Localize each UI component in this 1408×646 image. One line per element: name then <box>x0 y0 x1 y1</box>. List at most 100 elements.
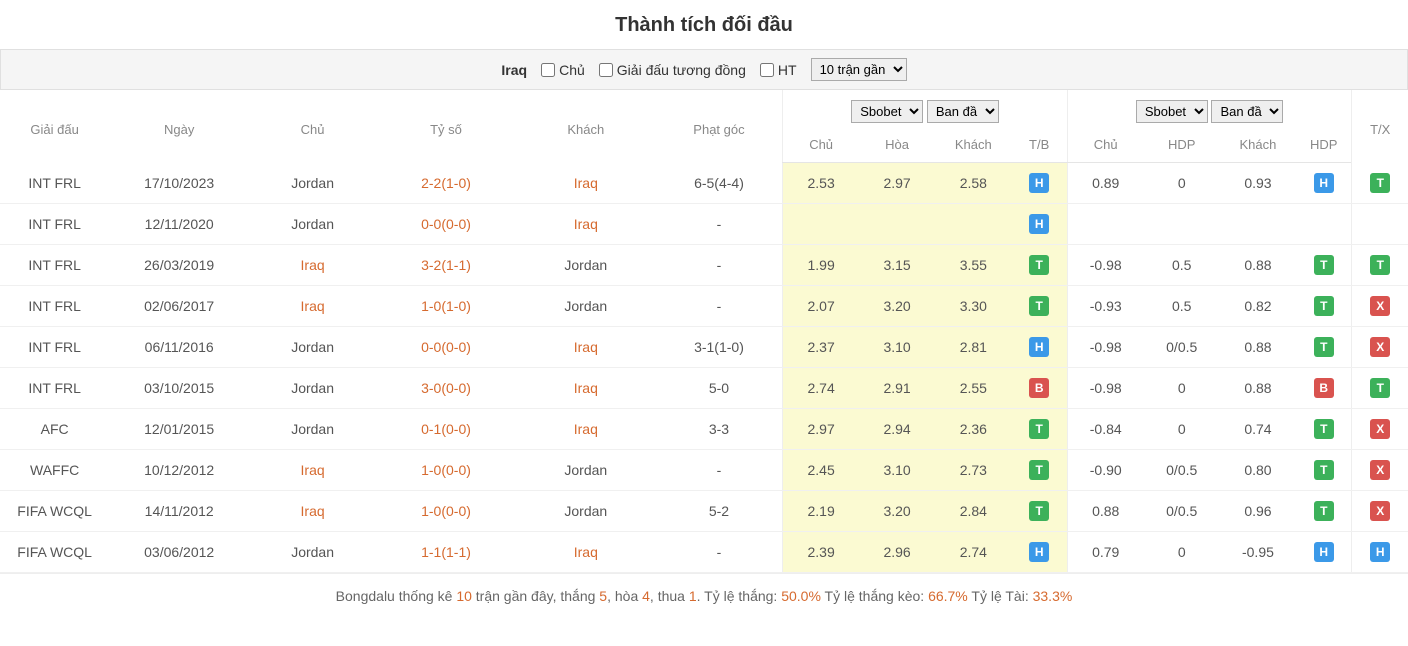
cell-tx: X <box>1352 286 1408 327</box>
table-head: Giải đấu Ngày Chủ Tỷ số Khách Phạt góc S… <box>0 90 1408 163</box>
filter-bar: Iraq Chủ Giải đấu tương đồng HT 10 trận … <box>0 49 1408 90</box>
cell-o2r: T <box>1296 491 1352 532</box>
filter-ht[interactable]: HT <box>760 62 797 78</box>
cell-away[interactable]: Iraq <box>516 163 656 204</box>
cell-score[interactable]: 1-0(1-0) <box>376 286 516 327</box>
checkbox-chu[interactable] <box>541 63 555 77</box>
cell-away[interactable]: Jordan <box>516 450 656 491</box>
cell-league: FIFA WCQL <box>0 532 109 573</box>
badge-T: T <box>1370 378 1390 398</box>
badge-H: H <box>1029 542 1049 562</box>
checkbox-ht[interactable] <box>760 63 774 77</box>
cell-home[interactable]: Iraq <box>249 245 376 286</box>
cell-home[interactable]: Iraq <box>249 491 376 532</box>
table-row: AFC12/01/2015Jordan0-1(0-0)Iraq3-32.972.… <box>0 409 1408 450</box>
cell-home[interactable]: Jordan <box>249 409 376 450</box>
cell-home[interactable]: Jordan <box>249 368 376 409</box>
stat-winpct: 50.0% <box>781 588 821 604</box>
market1-select[interactable]: Ban đầ <box>927 100 999 123</box>
cell-o2h: -0.93 <box>1067 286 1143 327</box>
filter-chu[interactable]: Chủ <box>541 62 585 78</box>
checkbox-giai[interactable] <box>599 63 613 77</box>
cell-score[interactable]: 2-2(1-0) <box>376 163 516 204</box>
cell-league: INT FRL <box>0 368 109 409</box>
cell-away[interactable]: Iraq <box>516 532 656 573</box>
cell-away[interactable]: Iraq <box>516 368 656 409</box>
badge-T: T <box>1029 460 1049 480</box>
cell-o2r: B <box>1296 368 1352 409</box>
cell-o2a: 0.88 <box>1220 245 1296 286</box>
badge-H: H <box>1029 337 1049 357</box>
cell-o1a: 3.55 <box>935 245 1011 286</box>
cell-away[interactable]: Iraq <box>516 204 656 245</box>
cell-tx: X <box>1352 491 1408 532</box>
cell-score[interactable]: 0-0(0-0) <box>376 204 516 245</box>
cell-home[interactable]: Iraq <box>249 286 376 327</box>
badge-H: H <box>1029 173 1049 193</box>
cell-date: 26/03/2019 <box>109 245 249 286</box>
cell-tx: T <box>1352 245 1408 286</box>
cell-o1d: 3.10 <box>859 327 935 368</box>
cell-o2hdp: 0 <box>1144 163 1220 204</box>
cell-o2hdp <box>1144 204 1220 245</box>
cell-home[interactable]: Jordan <box>249 163 376 204</box>
filter-giai-label: Giải đấu tương đồng <box>617 62 746 78</box>
cell-score[interactable]: 1-1(1-1) <box>376 532 516 573</box>
cell-away[interactable]: Jordan <box>516 286 656 327</box>
cell-league: INT FRL <box>0 245 109 286</box>
cell-o2h: -0.84 <box>1067 409 1143 450</box>
cell-o2r <box>1296 204 1352 245</box>
cell-o1d: 3.20 <box>859 286 935 327</box>
cell-o2hdp: 0/0.5 <box>1144 491 1220 532</box>
bookmaker2-select[interactable]: Sbobet <box>1136 100 1208 123</box>
cell-away[interactable]: Iraq <box>516 327 656 368</box>
badge-B: B <box>1314 378 1334 398</box>
badge-T: T <box>1314 460 1334 480</box>
table-body: INT FRL17/10/2023Jordan2-2(1-0)Iraq6-5(4… <box>0 163 1408 573</box>
cell-o2hdp: 0/0.5 <box>1144 327 1220 368</box>
cell-o1a: 2.58 <box>935 163 1011 204</box>
cell-score[interactable]: 3-0(0-0) <box>376 368 516 409</box>
badge-B: B <box>1029 378 1049 398</box>
cell-o2a: 0.74 <box>1220 409 1296 450</box>
cell-away[interactable]: Jordan <box>516 245 656 286</box>
stat-loss: 1 <box>689 588 697 604</box>
cell-corner: 5-2 <box>656 491 783 532</box>
cell-score[interactable]: 0-1(0-0) <box>376 409 516 450</box>
cell-away[interactable]: Jordan <box>516 491 656 532</box>
cell-o1h: 2.37 <box>783 327 859 368</box>
cell-date: 14/11/2012 <box>109 491 249 532</box>
cell-corner: - <box>656 450 783 491</box>
cell-corner: - <box>656 286 783 327</box>
cell-home[interactable]: Iraq <box>249 450 376 491</box>
badge-T: T <box>1314 337 1334 357</box>
cell-score[interactable]: 0-0(0-0) <box>376 327 516 368</box>
cell-o2r: T <box>1296 450 1352 491</box>
cell-score[interactable]: 3-2(1-1) <box>376 245 516 286</box>
bookmaker1-select[interactable]: Sbobet <box>851 100 923 123</box>
cell-o2a: 0.88 <box>1220 327 1296 368</box>
stat-ahpct: 66.7% <box>928 588 968 604</box>
cell-tx: T <box>1352 368 1408 409</box>
cell-home[interactable]: Jordan <box>249 327 376 368</box>
badge-X: X <box>1370 296 1390 316</box>
cell-o1tb: B <box>1011 368 1067 409</box>
cell-date: 03/10/2015 <box>109 368 249 409</box>
cell-score[interactable]: 1-0(0-0) <box>376 450 516 491</box>
cell-home[interactable]: Jordan <box>249 532 376 573</box>
cell-away[interactable]: Iraq <box>516 409 656 450</box>
filter-limit-select[interactable]: 10 trận gần <box>811 58 907 81</box>
filter-giai[interactable]: Giải đấu tương đồng <box>599 62 746 78</box>
cell-o1d: 3.15 <box>859 245 935 286</box>
col-tx: T/X <box>1352 90 1408 163</box>
cell-o1h: 2.07 <box>783 286 859 327</box>
cell-score[interactable]: 1-0(0-0) <box>376 491 516 532</box>
cell-date: 12/01/2015 <box>109 409 249 450</box>
cell-o1d: 3.10 <box>859 450 935 491</box>
odds1-header: Sbobet Ban đầ <box>783 90 1068 127</box>
market2-select[interactable]: Ban đầ <box>1211 100 1283 123</box>
cell-home[interactable]: Jordan <box>249 204 376 245</box>
cell-tx: X <box>1352 450 1408 491</box>
table-row: INT FRL26/03/2019Iraq3-2(1-1)Jordan-1.99… <box>0 245 1408 286</box>
cell-o1d: 2.91 <box>859 368 935 409</box>
